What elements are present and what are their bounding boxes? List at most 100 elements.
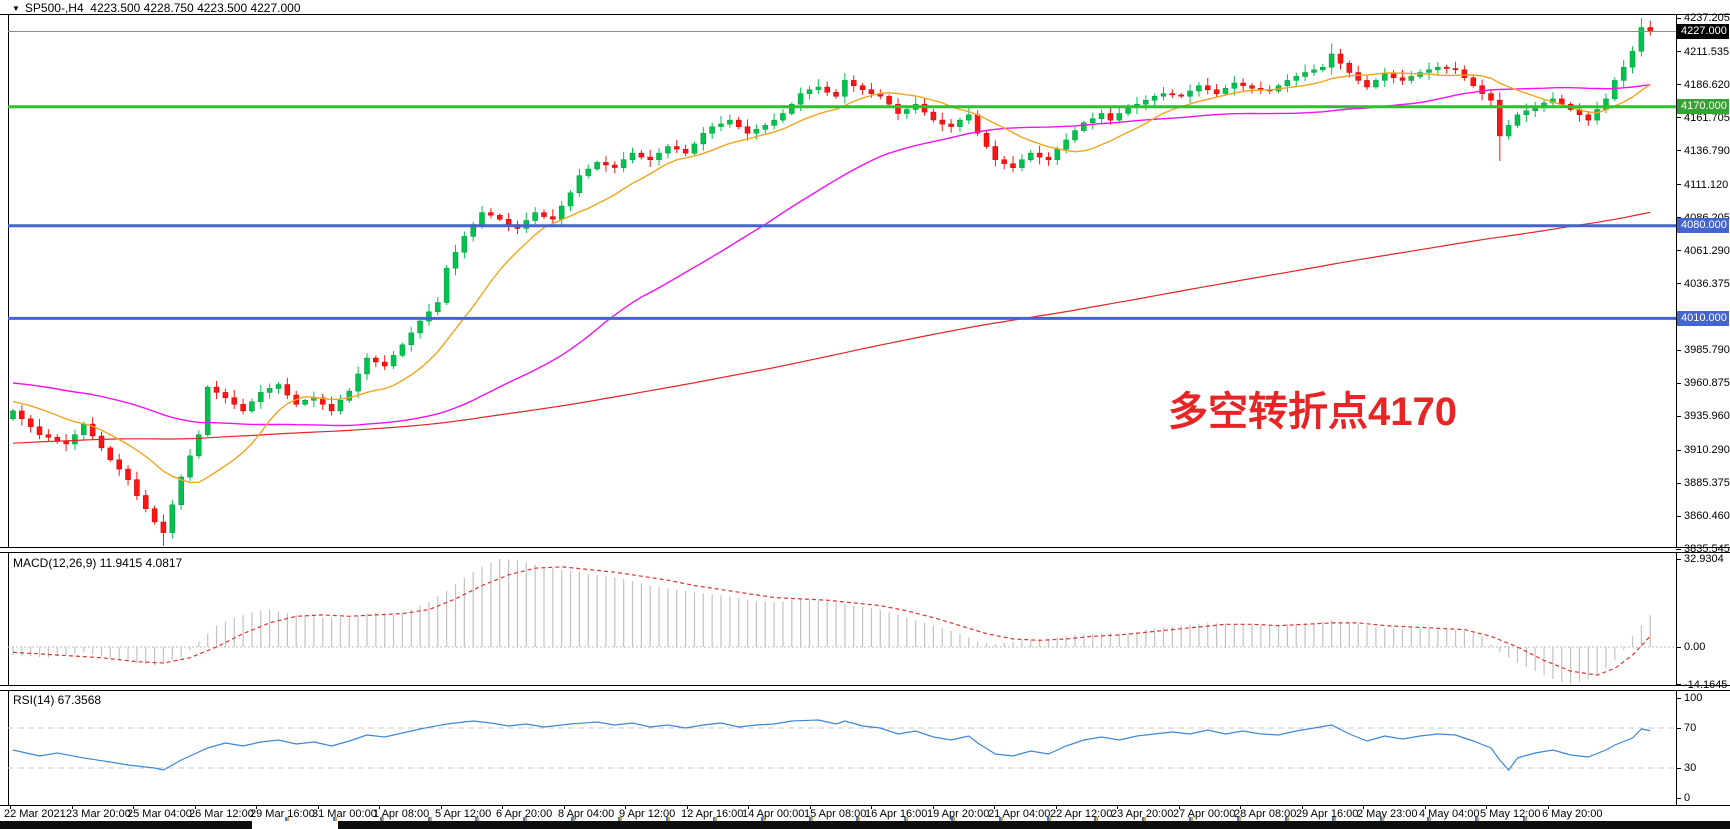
price-axis-label: 4036.375 — [1684, 278, 1730, 290]
time-axis-tick — [502, 805, 503, 809]
rsi-panel-canvas[interactable] — [8, 690, 1676, 805]
time-axis-tick — [994, 805, 995, 809]
time-axis-tick — [1117, 805, 1118, 809]
time-axis-label: 19 Apr 20:00 — [927, 808, 990, 820]
macd-rsi-splitter[interactable] — [0, 685, 1730, 691]
level-4170-badge: 4170.000 — [1677, 99, 1729, 114]
chart-annotation-text: 多空转折点4170 — [1168, 390, 1457, 434]
candles-group — [10, 18, 1654, 546]
scroll-position-tick — [1047, 817, 1051, 821]
price-axis-label: 4136.790 — [1684, 145, 1730, 157]
time-axis-line[interactable] — [0, 805, 1730, 806]
horizontal-scrollbar-track[interactable] — [0, 821, 1730, 829]
scroll-position-tick — [1427, 817, 1431, 821]
time-axis-label: 1 Apr 08:00 — [373, 808, 430, 820]
rsi-indicator-label: RSI(14) 67.3568 — [13, 693, 102, 707]
main-chart-canvas[interactable] — [8, 15, 1676, 547]
time-axis-tick — [133, 805, 134, 809]
price-axis-border-line[interactable] — [1676, 14, 1677, 805]
scroll-position-tick — [285, 817, 289, 821]
top-border-line — [0, 14, 1730, 15]
time-axis-tick — [871, 805, 872, 809]
time-axis-tick — [441, 805, 442, 809]
time-axis-tick — [1179, 805, 1180, 809]
time-axis-tick — [1363, 805, 1364, 809]
rsi-axis-label: 70 — [1684, 722, 1697, 734]
time-axis-tick — [379, 805, 380, 809]
scroll-position-tick — [380, 817, 384, 821]
macd-indicator-label: MACD(12,26,9) 11.9415 4.0817 — [13, 556, 183, 570]
price-axis-tick — [1676, 84, 1681, 85]
time-axis-tick — [1548, 805, 1549, 809]
time-axis-tick — [1425, 805, 1426, 809]
scroll-position-tick — [666, 817, 670, 821]
price-axis-label: 4111.120 — [1684, 179, 1729, 191]
price-axis-label: 3885.375 — [1684, 477, 1730, 489]
scroll-position-tick — [333, 817, 337, 821]
time-axis-tick — [1486, 805, 1487, 809]
horizontal-scrollbar-thumb[interactable] — [252, 821, 338, 829]
time-axis-label: 21 Apr 04:00 — [988, 808, 1051, 820]
time-axis-label: 2 May 23:00 — [1357, 808, 1418, 820]
symbol-period-label: SP500-,H4 — [24, 1, 84, 15]
macd-signal-line — [12, 566, 1651, 676]
time-axis-tick — [1302, 805, 1303, 809]
dropdown-triangle-icon: ▼ — [12, 4, 20, 13]
level-4010-badge: 4010.000 — [1677, 311, 1729, 326]
price-axis-tick — [1676, 217, 1681, 218]
time-axis-label: 9 Apr 12:00 — [619, 808, 676, 820]
time-axis-tick — [748, 805, 749, 809]
scroll-position-tick — [1237, 817, 1241, 821]
time-axis-tick — [810, 805, 811, 809]
price-axis-label: 4186.620 — [1684, 79, 1730, 91]
scroll-position-tick — [999, 817, 1003, 821]
scroll-position-tick — [1094, 817, 1098, 821]
main-macd-splitter[interactable] — [0, 547, 1730, 553]
scroll-position-tick — [1142, 817, 1146, 821]
fast-ma-line — [12, 72, 1651, 484]
time-axis-label: 6 May 20:00 — [1542, 808, 1603, 820]
time-axis-tick — [687, 805, 688, 809]
scroll-position-tick — [809, 817, 813, 821]
title-ohlc-values: 4223.500 4228.750 4223.500 4227.000 — [90, 1, 301, 15]
scroll-position-tick — [1523, 817, 1527, 821]
time-axis-tick — [933, 805, 934, 809]
time-axis-label: 28 Apr 08:00 — [1234, 808, 1297, 820]
slow-ma-line — [12, 211, 1651, 444]
time-axis-label: 23 Apr 20:00 — [1111, 808, 1174, 820]
price-axis-tick — [1676, 283, 1681, 284]
scroll-position-tick — [618, 817, 622, 821]
macd-histogram-group — [12, 558, 1651, 685]
time-axis-label: 16 Apr 16:00 — [865, 808, 928, 820]
price-axis-label: 4211.535 — [1684, 46, 1730, 58]
scroll-position-tick — [904, 817, 908, 821]
time-axis-label: 14 Apr 00:00 — [742, 808, 805, 820]
price-axis-tick — [1676, 483, 1681, 484]
price-axis-label: 4061.290 — [1684, 245, 1730, 257]
price-axis-tick — [1676, 18, 1681, 19]
mid-ma-line — [12, 84, 1651, 427]
price-axis-label: 3985.790 — [1684, 344, 1730, 356]
macd-axis-label: -14.1645 — [1684, 679, 1728, 691]
chart-title: ▼ SP500-,H4 4223.500 4228.750 4223.500 42… — [12, 1, 301, 15]
time-axis-label: 22 Apr 12:00 — [1050, 808, 1113, 820]
macd-axis-tick — [1676, 559, 1681, 560]
scroll-position-tick — [1380, 817, 1384, 821]
price-axis-tick — [1676, 150, 1681, 151]
price-axis-tick — [1676, 450, 1681, 451]
price-axis-tick — [1676, 350, 1681, 351]
macd-panel-canvas[interactable] — [8, 552, 1676, 685]
scroll-position-tick — [1285, 817, 1289, 821]
time-axis-label: 5 Apr 12:00 — [435, 808, 492, 820]
time-axis-label: 23 Mar 20:00 — [66, 808, 131, 820]
macd-axis-label: 32.9304 — [1684, 553, 1724, 565]
time-axis-label: 5 May 12:00 — [1480, 808, 1541, 820]
time-axis-tick — [195, 805, 196, 809]
price-axis-label: 4237.205 — [1684, 12, 1730, 24]
time-axis-label: 29 Mar 16:00 — [250, 808, 315, 820]
price-axis-tick — [1676, 383, 1681, 384]
price-axis-tick — [1676, 416, 1681, 417]
price-axis-tick — [1676, 117, 1681, 118]
rsi-line — [12, 719, 1651, 771]
